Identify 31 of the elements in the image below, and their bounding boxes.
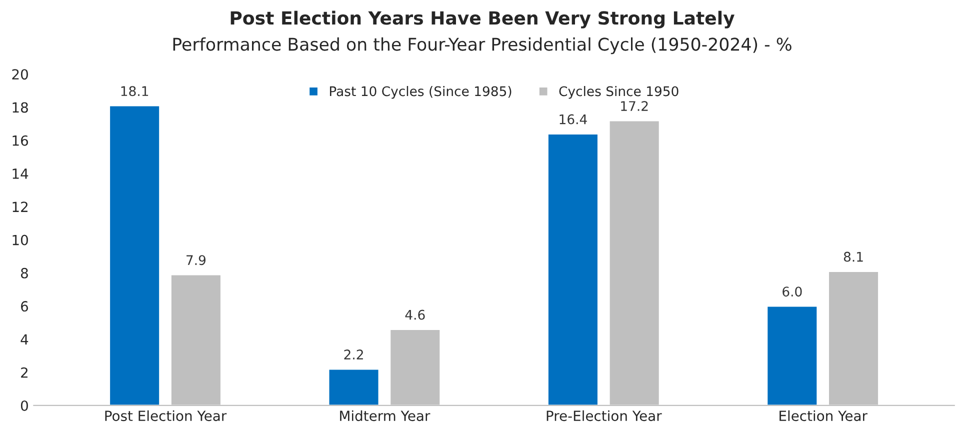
x-tick-label: Post Election Year [105, 410, 227, 422]
data-label: 16.4 [560, 114, 587, 124]
data-label: 18.1 [121, 86, 148, 96]
y-tick-label: 20 [12, 69, 28, 80]
bar [108, 104, 160, 406]
y-tick-label: 14 [12, 168, 28, 179]
legend-label: Past 10 Cycles (Since 1985) [330, 86, 512, 99]
y-tick-label: 6 [21, 301, 28, 312]
data-label: 17.2 [621, 101, 648, 111]
data-label: 2.2 [344, 350, 363, 360]
y-tick-label: 12 [12, 202, 28, 212]
data-label: 8.1 [844, 252, 863, 262]
data-label: 6.0 [782, 286, 802, 297]
chart-subtitle: Performance Based on the Four-Year Presidential Cycle (1950-2024) - % [173, 37, 792, 54]
y-tick-label: 10 [12, 234, 28, 246]
y-tick-label: 2 [21, 367, 28, 378]
y-tick-label: 0 [20, 400, 28, 411]
x-tick-label: Midterm Year [340, 410, 430, 422]
bar [328, 368, 380, 406]
y-tick-label: 4 [20, 334, 28, 344]
legend-label: Cycles Since 1950 [559, 86, 678, 99]
data-label: 7.9 [186, 255, 206, 266]
y-tick-label: 16 [12, 135, 28, 146]
x-tick-label: Pre-Election Year [546, 410, 662, 422]
y-tick-label: 18 [12, 102, 28, 113]
bar [766, 305, 818, 406]
x-tick-label: Election Year [780, 410, 868, 422]
y-tick-label: 8 [20, 268, 28, 278]
data-label: 4.6 [405, 310, 425, 320]
bar [547, 133, 599, 406]
chart-title: Post Election Years Have Been Very Strong Lately [230, 10, 734, 28]
